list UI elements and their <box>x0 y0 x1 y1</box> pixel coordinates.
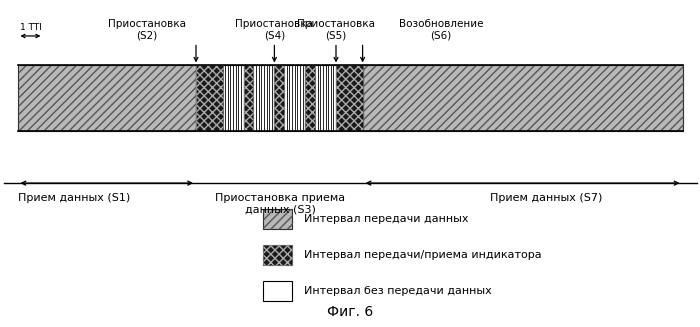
Bar <box>244 65 253 131</box>
Bar <box>244 65 253 131</box>
Text: Интервал передачи/приема индикатора: Интервал передачи/приема индикатора <box>304 250 542 260</box>
Bar <box>196 65 223 131</box>
Text: Интервал без передачи данных: Интервал без передачи данных <box>304 286 492 296</box>
Bar <box>336 65 363 131</box>
Text: 1 TTI: 1 TTI <box>20 23 41 32</box>
Bar <box>262 245 292 265</box>
Bar <box>274 65 284 131</box>
Bar <box>274 65 284 131</box>
Bar <box>196 65 223 131</box>
Bar <box>336 65 363 131</box>
Text: Возобновление
(S6): Возобновление (S6) <box>399 19 483 41</box>
Bar <box>18 65 196 131</box>
Bar <box>262 245 292 265</box>
Bar <box>305 65 315 131</box>
Text: Прием данных (S7): Прием данных (S7) <box>490 193 602 203</box>
Bar <box>284 65 305 131</box>
Bar <box>18 65 196 131</box>
Bar <box>363 65 682 131</box>
Text: Приостановка приема
данных (S3): Приостановка приема данных (S3) <box>215 193 345 215</box>
Bar <box>253 65 274 131</box>
Text: Приостановка
(S4): Приостановка (S4) <box>235 19 314 41</box>
Bar <box>262 209 292 229</box>
Text: Фиг. 6: Фиг. 6 <box>327 305 373 319</box>
Bar <box>262 281 292 301</box>
Bar <box>305 65 315 131</box>
Bar <box>262 209 292 229</box>
Text: Приостановка
(S2): Приостановка (S2) <box>108 19 186 41</box>
Bar <box>315 65 336 131</box>
Bar <box>363 65 682 131</box>
Text: Интервал передачи данных: Интервал передачи данных <box>304 214 469 224</box>
Text: Прием данных (S1): Прием данных (S1) <box>18 193 130 203</box>
Text: Приостановка
(S5): Приостановка (S5) <box>297 19 375 41</box>
Bar <box>223 65 244 131</box>
